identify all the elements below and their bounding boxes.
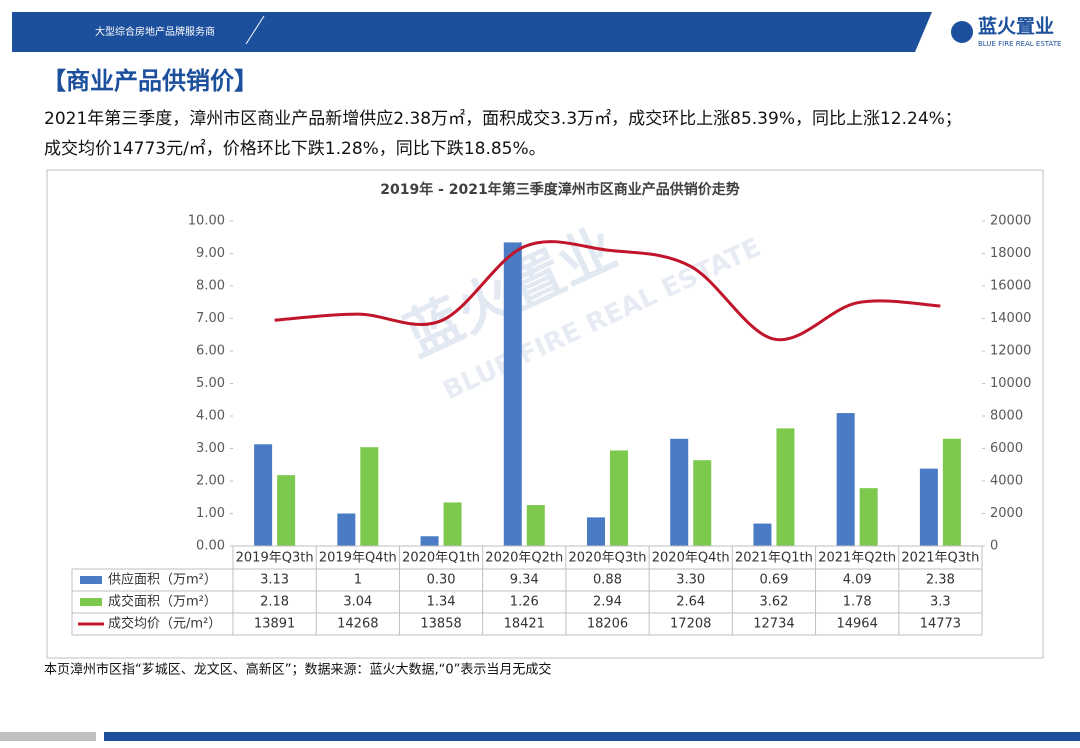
- logo-icon: [951, 21, 973, 43]
- table-cell: 3.04: [343, 595, 372, 610]
- bar: [360, 447, 379, 546]
- table-cell: 12734: [753, 617, 794, 632]
- table-cell: 17208: [670, 617, 711, 632]
- y-tick-label: 10.00: [188, 214, 225, 229]
- x-tick-label: 2020年Q3th: [569, 551, 647, 566]
- table-cell: 0.88: [593, 573, 622, 588]
- table-cell: 3.13: [260, 573, 289, 588]
- table-cell: 0.69: [759, 573, 788, 588]
- y2-tick-label: 20000: [990, 214, 1031, 229]
- bar: [919, 468, 938, 546]
- y2-tick-label: 6000: [990, 441, 1023, 456]
- table-cell: 1.34: [427, 595, 456, 610]
- line: [274, 240, 941, 342]
- y2-tick-label: 12000: [990, 344, 1031, 359]
- chart-title: 2019年 - 2021年第三季度漳州市区商业产品供销价走势: [380, 181, 740, 198]
- table-cell: 2.18: [260, 595, 289, 610]
- y2-tick-label: 2000: [990, 506, 1023, 521]
- table-cell: 13891: [254, 617, 295, 632]
- y2-tick-label: 16000: [990, 279, 1031, 294]
- y-tick-label: 5.00: [196, 376, 225, 391]
- header-slash: [245, 15, 265, 45]
- x-tick-label: 2020年Q2th: [485, 551, 563, 566]
- y-tick-label: 3.00: [196, 441, 225, 456]
- bar: [693, 460, 712, 546]
- bar: [277, 475, 296, 546]
- summary-line: 成交均价14773元/㎡，价格环比下跌1.28%，同比下跌18.85%。: [44, 139, 546, 159]
- legend-swatch: [80, 598, 102, 606]
- header-bar: [12, 12, 932, 52]
- y2-tick-label: 4000: [990, 474, 1023, 489]
- table-cell: 13858: [420, 617, 461, 632]
- y-tick-label: 9.00: [196, 246, 225, 261]
- x-tick-label: 2021年Q3th: [901, 551, 979, 566]
- chart-frame: [46, 169, 1044, 659]
- bar: [420, 536, 439, 546]
- bar: [859, 488, 878, 546]
- x-tick-label: 2019年Q4th: [319, 551, 397, 566]
- bar: [337, 513, 356, 546]
- legend-swatch: [80, 576, 102, 584]
- y-tick-label: 1.00: [196, 506, 225, 521]
- summary-line: 2021年第三季度，漳州市区商业产品新增供应2.38万㎡，面积成交3.3万㎡，成…: [44, 109, 962, 129]
- y-tick-label: 2.00: [196, 474, 225, 489]
- table-cell: 0.30: [427, 573, 456, 588]
- bar: [753, 523, 772, 546]
- y2-tick-label: 18000: [990, 246, 1031, 261]
- table-cell: 14773: [920, 617, 961, 632]
- table-cell: 3.62: [759, 595, 788, 610]
- table-cell: 2.94: [593, 595, 622, 610]
- table-cell: 2.38: [926, 573, 955, 588]
- x-tick-label: 2021年Q1th: [735, 551, 813, 566]
- bar: [587, 517, 605, 546]
- x-tick-label: 2020年Q4th: [652, 551, 730, 566]
- table-cell: 14964: [836, 617, 877, 632]
- bar: [526, 505, 545, 546]
- y-tick-label: 4.00: [196, 409, 225, 424]
- footnote: 本页漳州市区指“芗城区、龙文区、高新区”；数据来源：蓝火大数据,“0”表示当月无…: [44, 662, 551, 678]
- x-tick-label: 2021年Q2th: [818, 551, 896, 566]
- bar: [443, 502, 462, 546]
- bar: [776, 428, 795, 546]
- logo-en: BLUE FIRE REAL ESTATE: [978, 40, 1061, 48]
- section-title: 【商业产品供销价】: [42, 67, 258, 95]
- bar: [670, 438, 689, 546]
- y2-tick-label: 0: [990, 539, 998, 554]
- y2-tick-label: 14000: [990, 311, 1031, 326]
- legend-label: 供应面积（万m²）: [108, 572, 217, 588]
- bar: [836, 413, 855, 546]
- bar: [254, 444, 273, 546]
- y2-tick-label: 8000: [990, 409, 1023, 424]
- y-tick-label: 7.00: [196, 311, 225, 326]
- y-tick-label: 0.00: [196, 539, 225, 554]
- legend-label: 成交均价（元/m²）: [108, 616, 221, 632]
- table-cell: 4.09: [843, 573, 872, 588]
- table-cell: 1.78: [843, 595, 872, 610]
- y-tick-label: 6.00: [196, 344, 225, 359]
- bar: [503, 242, 522, 546]
- table-cell: 14268: [337, 617, 378, 632]
- footer-gray: [0, 732, 96, 741]
- table-cell: 3.30: [676, 573, 705, 588]
- y2-tick-label: 10000: [990, 376, 1031, 391]
- bar: [942, 438, 961, 546]
- table-cell: 18206: [587, 617, 628, 632]
- logo: 蓝火置业: [978, 15, 1054, 38]
- x-tick-label: 2020年Q1th: [402, 551, 480, 566]
- legend-label: 成交面积（万m²）: [108, 594, 217, 610]
- table-cell: 18421: [504, 617, 545, 632]
- footer-blue: [104, 732, 1080, 741]
- table-cell: 1.26: [510, 595, 539, 610]
- table-cell: 1: [354, 573, 362, 588]
- table-cell: 3.3: [930, 595, 951, 610]
- y-tick-label: 8.00: [196, 279, 225, 294]
- x-tick-label: 2019年Q3th: [236, 551, 314, 566]
- table-cell: 2.64: [676, 595, 705, 610]
- tagline: 大型综合房地产品牌服务商: [95, 25, 215, 38]
- bar: [610, 450, 628, 546]
- table-cell: 9.34: [510, 573, 539, 588]
